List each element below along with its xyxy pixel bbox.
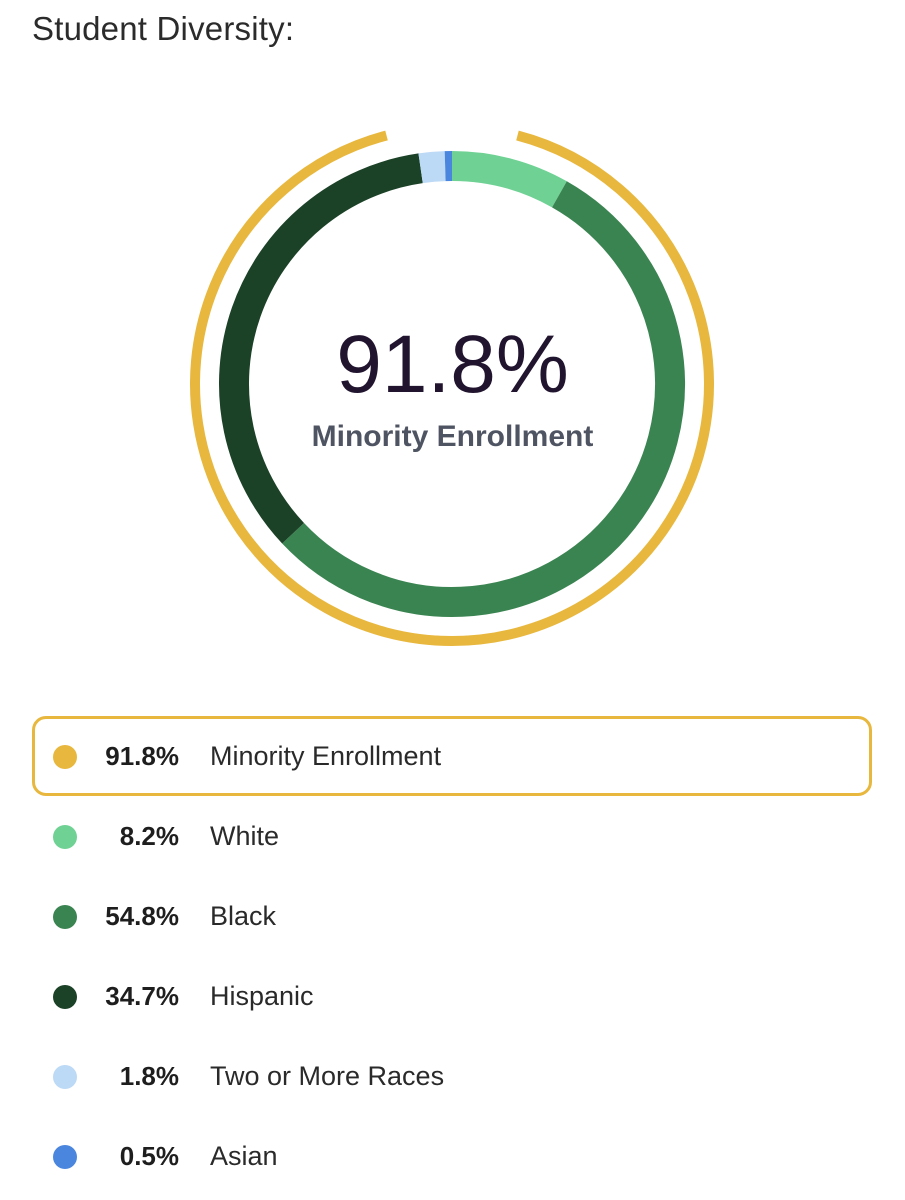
legend-dot-icon [53, 1145, 77, 1169]
legend-percent: 0.5% [119, 1141, 179, 1171]
legend-percent: 34.7% [105, 981, 179, 1011]
donut-chart: 91.8% Minority Enrollment [190, 130, 714, 646]
outer-ring-minority-enrollment [190, 130, 714, 646]
legend-label: Minority Enrollment [210, 741, 442, 771]
donut-slice-hispanic [219, 153, 423, 544]
legend-item-two-or-more-races[interactable]: 1.8% Two or More Races [32, 1036, 872, 1116]
legend-item-minority-enrollment[interactable]: 91.8% Minority Enrollment [32, 716, 872, 796]
legend-percent: 91.8% [105, 741, 179, 771]
legend-percent: 8.2% [119, 821, 179, 851]
legend-label: White [210, 821, 280, 851]
legend-dot-icon [53, 825, 77, 849]
legend-item-white[interactable]: 8.2% White [32, 796, 872, 876]
legend-label: Two or More Races [210, 1061, 445, 1091]
legend-dot-icon [53, 1065, 77, 1089]
legend-item-black[interactable]: 54.8% Black [32, 876, 872, 956]
legend-item-hispanic[interactable]: 34.7% Hispanic [32, 956, 872, 1036]
legend-label: Hispanic [210, 981, 314, 1011]
chart-legend: 91.8% Minority Enrollment 8.2% White 54.… [32, 716, 872, 1196]
legend-dot-icon [53, 985, 77, 1009]
donut-slice-black [282, 181, 685, 617]
legend-dot-icon [53, 905, 77, 929]
legend-percent: 54.8% [105, 901, 179, 931]
donut-slice-white [451, 151, 567, 208]
center-label: Minority Enrollment [311, 420, 594, 453]
legend-label: Black [210, 901, 277, 931]
legend-percent: 1.8% [119, 1061, 179, 1091]
section-title: Student Diversity: [32, 10, 295, 47]
legend-label: Asian [210, 1141, 278, 1171]
donut-chart-svg [190, 130, 714, 646]
center-value: 91.8% [336, 319, 569, 410]
legend-dot-icon [53, 745, 77, 769]
donut-slice-two-or-more-races [418, 151, 446, 184]
legend-item-asian[interactable]: 0.5% Asian [32, 1116, 872, 1196]
